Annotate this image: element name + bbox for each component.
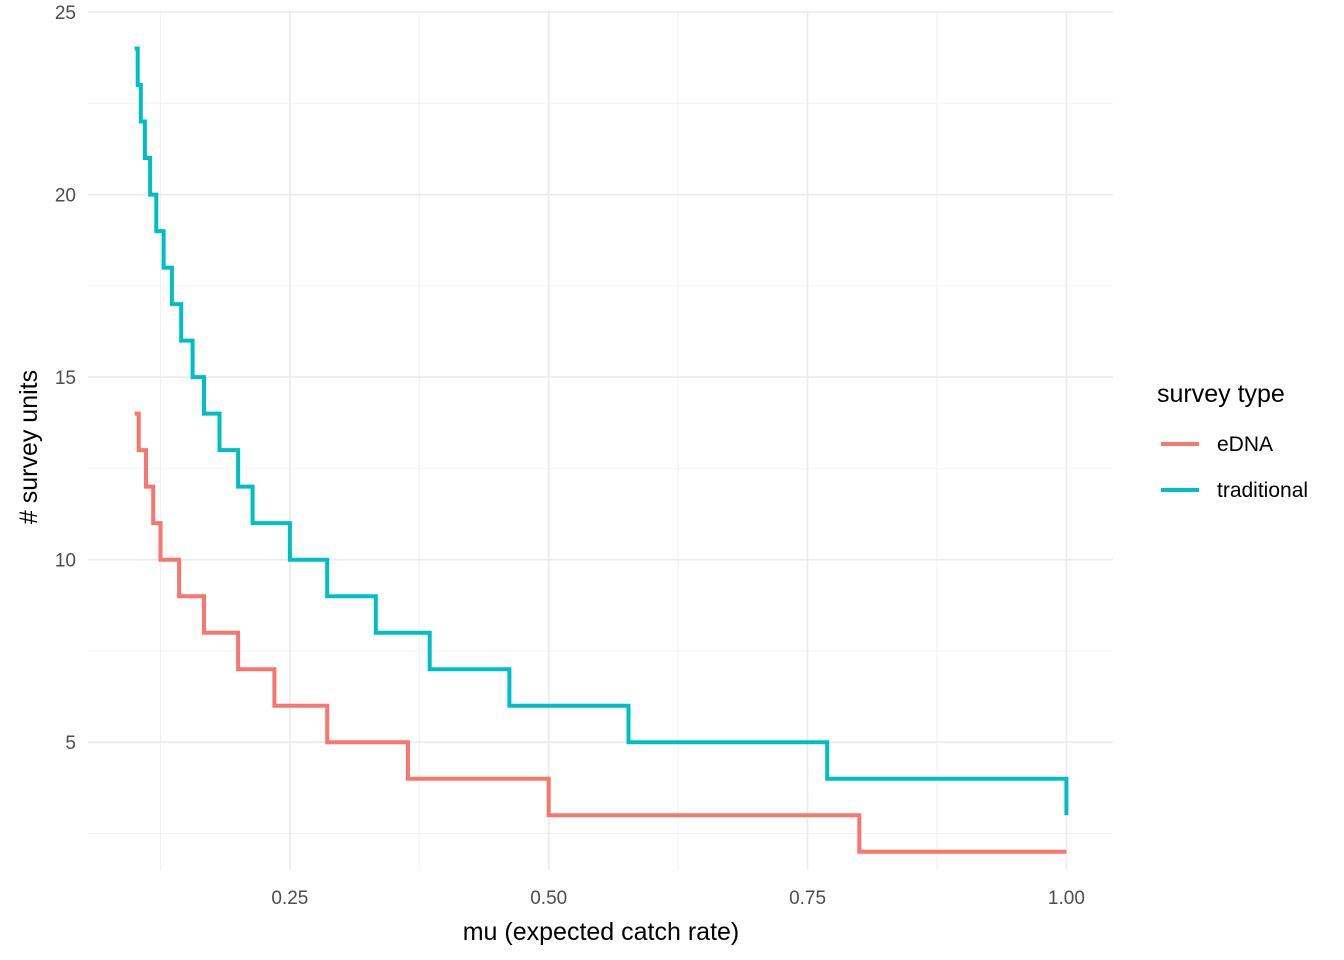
y-tick-label: 20 — [55, 186, 76, 207]
y-axis-title: # survey units — [15, 370, 43, 524]
y-tick-label: 15 — [55, 368, 76, 389]
legend-label-edna: eDNA — [1217, 433, 1273, 456]
y-axis-tick-labels: 5 10 15 20 25 — [55, 3, 76, 754]
y-tick-label: 5 — [65, 733, 76, 754]
legend-title: survey type — [1157, 380, 1285, 408]
x-tick-label: 1.00 — [1048, 888, 1085, 909]
x-axis-title: mu (expected catch rate) — [463, 918, 740, 946]
series-line-edna — [134, 411, 1067, 854]
y-tick-label: 25 — [55, 3, 76, 24]
series-lines — [134, 46, 1069, 854]
major-gridlines — [88, 11, 1113, 870]
x-tick-label: 0.75 — [789, 888, 826, 909]
legend: survey type eDNA traditional — [1157, 380, 1308, 502]
x-tick-label: 0.25 — [271, 888, 308, 909]
minor-gridlines — [88, 12, 1113, 870]
x-tick-label: 0.50 — [530, 888, 567, 909]
x-axis-tick-labels: 0.25 0.50 0.75 1.00 — [271, 888, 1084, 909]
legend-items: eDNA traditional — [1161, 433, 1308, 502]
y-tick-label: 10 — [55, 551, 76, 572]
series-line-traditional — [134, 46, 1069, 816]
legend-label-traditional: traditional — [1217, 479, 1308, 502]
